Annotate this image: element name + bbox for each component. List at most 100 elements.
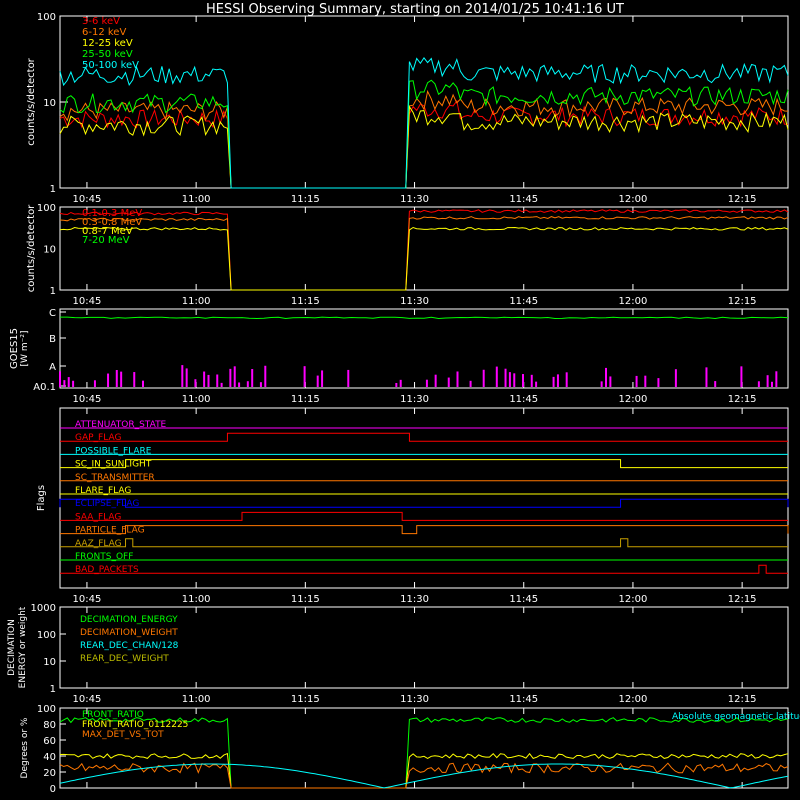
x-tick-label: 11:00 [182, 394, 211, 405]
x-tick-label: 10:45 [73, 694, 102, 705]
plot-title: HESSI Observing Summary, starting on 201… [206, 2, 624, 17]
goes-long-line [60, 316, 789, 320]
legend-entry: 12-25 keV [82, 38, 133, 49]
y-tick-label: 100 [37, 630, 56, 641]
x-tick-label: 12:15 [728, 194, 757, 205]
panel-frame-2 [59, 206, 789, 291]
x-tick-label: 11:45 [509, 694, 538, 705]
legend-entry: 7-20 MeV [82, 235, 130, 246]
legend-entry: Absolute geomagnetic latitude [672, 712, 800, 722]
legend-entry: 3-6 keV [82, 16, 120, 27]
x-tick-label: 12:15 [728, 296, 757, 307]
x-tick-label: 12:00 [619, 194, 648, 205]
x-tick-label: 11:15 [291, 394, 320, 405]
x-tick-label: 12:00 [619, 694, 648, 705]
legend-entry: 50-100 keV [82, 60, 139, 71]
series-line-4 [59, 57, 789, 189]
series-line-2 [59, 226, 789, 291]
y-axis-label: ENERGY or weight [18, 606, 28, 688]
series-line-0 [59, 99, 789, 189]
flag-trace [59, 498, 789, 508]
flag-label: FRONTS_OFF [75, 552, 133, 562]
y-tick-label: 20 [43, 768, 56, 779]
flag-label: ECLIPSE_FLAG [75, 499, 139, 509]
x-tick-label: 11:00 [182, 296, 211, 307]
y-tick-label: 1 [50, 286, 56, 297]
y-axis-label: counts/s/detector [26, 57, 37, 145]
legend-entry: REAR_DEC_WEIGHT [80, 654, 169, 664]
x-tick-label: 11:45 [509, 194, 538, 205]
y-tick-label: A [49, 362, 56, 373]
legend-entry: 0.3-0.8 MeV [82, 217, 142, 228]
y-axis-label: Flags [36, 485, 47, 511]
legend-entry: DECIMATION_WEIGHT [80, 628, 178, 638]
x-tick-label: 11:30 [400, 694, 429, 705]
y-tick-label: 40 [43, 752, 56, 763]
legend-entry: DECIMATION_ENERGY [80, 615, 178, 625]
y-axis-units: [W m⁻²] [20, 331, 30, 367]
x-tick-label: 10:45 [73, 194, 102, 205]
x-tick-label: 12:00 [619, 394, 648, 405]
y-tick-label: B [49, 334, 56, 345]
y-tick-label: 10 [43, 657, 56, 668]
series-line-1 [59, 752, 789, 789]
x-tick-label: 11:15 [291, 194, 320, 205]
series-line-3 [59, 79, 789, 189]
y-tick-label: 1000 [31, 603, 56, 614]
series-line-2 [59, 762, 789, 789]
x-tick-label: 11:15 [291, 296, 320, 307]
flag-label: SC_IN_SUNLIGHT [75, 460, 152, 470]
series-line-0 [59, 209, 789, 291]
y-tick-label: 10 [43, 245, 56, 256]
x-tick-label: 12:15 [728, 694, 757, 705]
y-tick-label: A0.1 [33, 382, 56, 393]
x-tick-label: 11:00 [182, 594, 211, 605]
y-tick-label: 100 [37, 704, 56, 715]
geolat-line [59, 763, 789, 789]
panel-frame-5 [59, 606, 789, 689]
flag-label: AAZ_FLAG [75, 539, 122, 549]
panel-frame-3 [59, 308, 789, 389]
x-tick-label: 12:00 [619, 296, 648, 307]
x-tick-label: 10:45 [73, 394, 102, 405]
flag-trace [60, 432, 788, 442]
flag-label: POSSIBLE_FLARE [75, 446, 152, 456]
legend-entry: REAR_DEC_CHAN/128 [80, 641, 179, 651]
series-line-1 [59, 216, 789, 291]
legend-entry: 25-50 keV [82, 49, 133, 60]
series-line-0 [59, 717, 789, 789]
x-tick-label: 11:30 [400, 394, 429, 405]
x-tick-label: 11:45 [509, 394, 538, 405]
legend-entry: MAX_DET_VS_TOT [82, 730, 164, 740]
x-tick-label: 12:00 [619, 594, 648, 605]
flag-label: BAD_PACKETS [75, 565, 139, 575]
y-tick-label: 1 [50, 184, 56, 195]
series-line-1 [59, 89, 789, 189]
y-tick-label: 1 [50, 684, 56, 695]
flag-label: FLARE_FLAG [75, 486, 131, 496]
legend-entry: 0.1-0.3 MeV [82, 208, 142, 219]
x-tick-label: 10:45 [73, 296, 102, 307]
x-tick-label: 11:30 [400, 194, 429, 205]
x-tick-label: 11:45 [509, 296, 538, 307]
y-tick-label: 80 [43, 720, 56, 731]
flag-trace [60, 564, 788, 574]
x-tick-label: 11:30 [400, 594, 429, 605]
y-axis-label: GOES15 [9, 328, 20, 369]
flag-trace [60, 511, 788, 521]
flag-trace [60, 538, 788, 548]
x-tick-label: 11:00 [182, 194, 211, 205]
flag-trace [60, 525, 789, 535]
flag-label: PARTICLE_FLAG [75, 526, 145, 536]
x-tick-label: 10:45 [73, 594, 102, 605]
panel-frame-4 [59, 407, 789, 589]
series-line-2 [59, 105, 789, 189]
flag-label: SAA_FLAG [75, 512, 121, 522]
flag-label: GAP_FLAG [75, 433, 121, 443]
x-tick-label: 11:15 [291, 694, 320, 705]
panel-frame-6 [59, 707, 789, 789]
legend-entry: FRONT_RATIO [82, 710, 144, 720]
x-tick-label: 11:45 [509, 594, 538, 605]
y-axis-label: DECIMATION [7, 619, 17, 676]
